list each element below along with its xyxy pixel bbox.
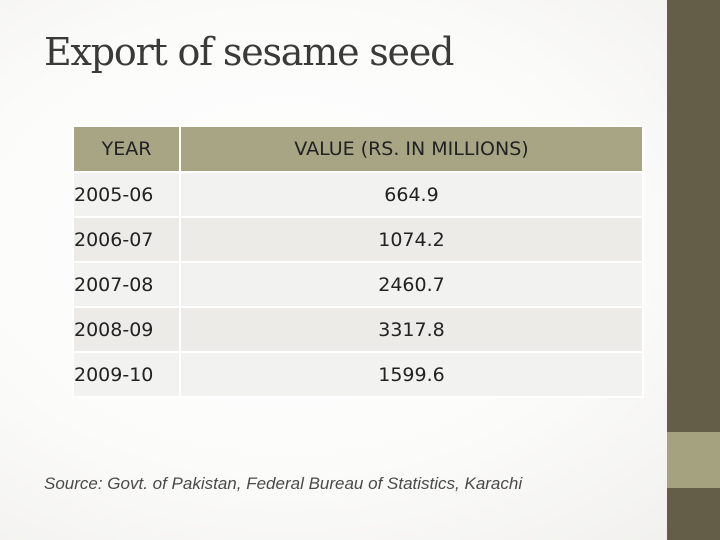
source-note: Source: Govt. of Pakistan, Federal Burea… bbox=[44, 474, 523, 493]
export-table: YEAR VALUE (RS. IN MILLIONS) 2005-06 664… bbox=[72, 125, 644, 398]
slide-title: Export of sesame seed bbox=[44, 30, 454, 74]
value-cell: 3317.8 bbox=[179, 306, 644, 353]
value-cell: 2460.7 bbox=[179, 261, 644, 308]
table-row: 2006-07 1074.2 bbox=[72, 216, 644, 263]
header-value: VALUE (RS. IN MILLIONS) bbox=[179, 125, 644, 173]
table-header-row: YEAR VALUE (RS. IN MILLIONS) bbox=[72, 125, 644, 173]
year-cell: 2005-06 bbox=[72, 171, 181, 218]
value-cell: 664.9 bbox=[179, 171, 644, 218]
year-cell: 2006-07 bbox=[72, 216, 181, 263]
year-cell: 2009-10 bbox=[72, 351, 181, 398]
year-cell: 2007-08 bbox=[72, 261, 181, 308]
table-row: 2009-10 1599.6 bbox=[72, 351, 644, 398]
year-cell: 2008-09 bbox=[72, 306, 181, 353]
side-accent-block bbox=[667, 432, 720, 488]
table-row: 2005-06 664.9 bbox=[72, 171, 644, 218]
value-cell: 1074.2 bbox=[179, 216, 644, 263]
header-year: YEAR bbox=[72, 125, 181, 173]
value-cell: 1599.6 bbox=[179, 351, 644, 398]
table-row: 2008-09 3317.8 bbox=[72, 306, 644, 353]
table-row: 2007-08 2460.7 bbox=[72, 261, 644, 308]
